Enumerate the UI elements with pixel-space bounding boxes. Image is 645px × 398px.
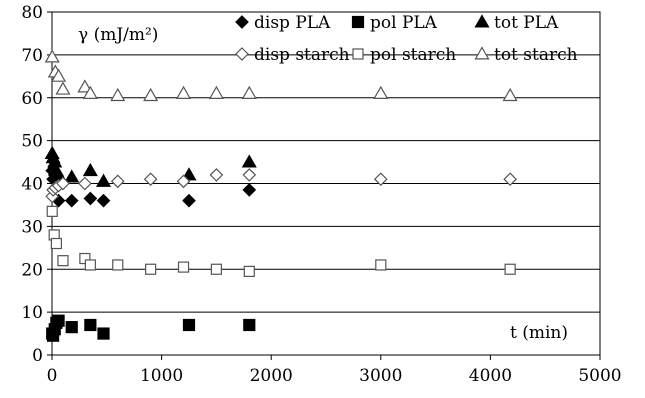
legend-entry: tot PLA <box>494 13 559 33</box>
y-tick-label: 20 <box>21 260 43 280</box>
data-point <box>375 259 387 271</box>
data-point <box>242 168 257 182</box>
data-point <box>504 263 516 275</box>
data-point <box>145 263 157 275</box>
data-point <box>78 176 92 191</box>
y-tick-label: 80 <box>21 3 43 23</box>
series-disp-starch <box>45 168 517 204</box>
data-point <box>241 85 257 99</box>
data-point <box>46 205 58 217</box>
data-point <box>241 154 257 168</box>
data-point <box>176 174 191 189</box>
data-point <box>82 85 98 99</box>
data-point <box>64 169 80 183</box>
legend-entry: tot starch <box>494 45 578 65</box>
legend-marker <box>351 15 365 29</box>
x-axis-tick-labels: 0 1000 2000 3000 4000 5000 <box>47 355 622 386</box>
y-axis-tick-labels: 0 10 20 30 40 50 60 70 80 <box>21 3 52 366</box>
data-point <box>182 318 196 332</box>
data-points <box>44 49 518 342</box>
data-point <box>64 193 79 208</box>
legend-entry: disp PLA <box>254 13 331 33</box>
data-point <box>143 172 158 187</box>
legend-marker <box>235 47 249 61</box>
x-tick-label: 4000 <box>469 366 512 386</box>
y-tick-label: 70 <box>21 46 43 66</box>
legend-marker <box>474 46 490 60</box>
y-tick-label: 10 <box>21 303 43 323</box>
data-point <box>97 327 110 340</box>
data-point <box>243 318 256 332</box>
data-point <box>110 87 126 102</box>
data-point <box>175 85 192 99</box>
x-tick-label: 1000 <box>140 366 183 386</box>
data-point <box>44 49 60 63</box>
series-tot-starch <box>44 49 518 102</box>
data-point <box>84 318 97 332</box>
data-point <box>65 321 78 334</box>
y-tick-label: 60 <box>21 89 43 109</box>
data-point <box>77 79 93 93</box>
x-axis-title: t (min) <box>510 323 568 343</box>
legend-marker <box>474 14 490 28</box>
data-point <box>52 314 65 327</box>
legend-marker <box>352 48 364 60</box>
legend-marker <box>235 15 249 29</box>
data-point <box>110 174 125 189</box>
x-tick-label: 0 <box>47 366 58 386</box>
data-point <box>182 193 196 208</box>
data-point <box>243 265 255 277</box>
x-tick-label: 3000 <box>359 366 402 386</box>
data-point <box>112 259 124 271</box>
data-point <box>96 193 111 208</box>
legend-entry: disp starch <box>254 45 350 65</box>
data-point <box>57 255 69 267</box>
data-point <box>242 183 257 197</box>
data-point <box>51 68 67 82</box>
y-axis-title: γ (mJ/m²) <box>78 25 158 45</box>
data-point <box>82 162 98 177</box>
x-tick-label: 5000 <box>578 366 621 386</box>
data-point <box>56 176 70 191</box>
data-point <box>143 87 159 102</box>
legend-entry: pol starch <box>370 45 456 65</box>
data-point <box>502 87 518 102</box>
data-point <box>373 172 388 187</box>
data-point <box>208 85 224 99</box>
series-pol-starch <box>46 205 516 277</box>
y-tick-label: 40 <box>21 175 43 195</box>
data-point <box>55 81 71 95</box>
data-point <box>177 261 190 273</box>
data-point <box>95 173 112 187</box>
y-tick-label: 50 <box>21 132 43 152</box>
data-point <box>209 168 224 182</box>
data-point <box>84 259 96 271</box>
data-point <box>50 237 62 250</box>
y-tick-label: 0 <box>32 346 43 366</box>
data-point <box>373 85 389 99</box>
legend: disp PLA pol PLA tot PLA disp starch pol sta… <box>235 13 578 65</box>
legend-entry: pol PLA <box>370 13 438 33</box>
data-point <box>503 172 517 187</box>
data-point <box>83 191 98 206</box>
series-pol-pla <box>46 314 256 342</box>
data-point <box>210 263 222 275</box>
x-tick-label: 2000 <box>250 366 293 386</box>
y-tick-label: 30 <box>21 217 43 237</box>
series-tot-pla <box>44 145 257 187</box>
